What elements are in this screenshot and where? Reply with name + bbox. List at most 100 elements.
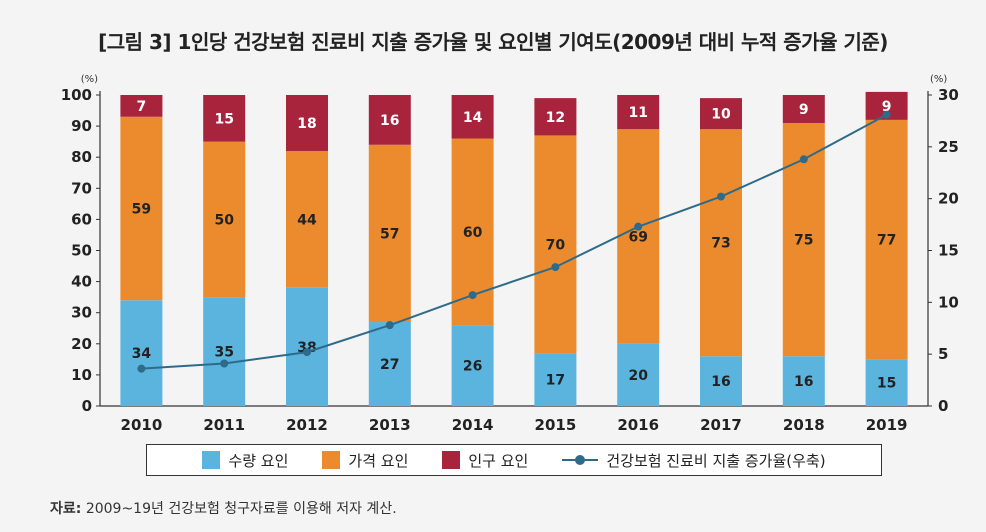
legend-label-price: 가격 요인: [348, 451, 409, 470]
right-axis-tick-label: 20: [938, 190, 959, 208]
bar-price: [865, 119, 908, 360]
line-point: [468, 291, 477, 300]
bar-value-label: 15: [877, 376, 896, 392]
bar-price: [534, 135, 577, 354]
left-axis-tick-label: 10: [71, 366, 92, 384]
legend-swatch-quantity: [202, 451, 221, 469]
line-point: [882, 110, 891, 119]
right-axis-tick-label: 5: [938, 345, 948, 363]
left-axis-tick-label: 20: [71, 335, 92, 353]
chart-title: [그림 3] 1인당 건강보험 진료비 지출 증가율 및 요인별 기여도(200…: [98, 30, 888, 54]
bar-value-label: 9: [882, 99, 892, 115]
line-point: [551, 263, 560, 272]
bar-value-label: 73: [711, 236, 730, 252]
bar-value-label: 20: [628, 368, 648, 384]
bar-price: [700, 129, 742, 357]
x-axis-tick-label: 2010: [121, 416, 163, 434]
source-label: 자료:: [50, 501, 82, 517]
bar-quantity: [120, 300, 163, 406]
left-axis-tick-label: 100: [61, 86, 92, 104]
line-point: [303, 348, 311, 357]
bar-value-label: 59: [132, 202, 151, 218]
source-note: 자료: 2009~19년 건강보험 청구자료를 이용해 저자 계산.: [50, 498, 397, 518]
legend-item-price: 가격 요인: [322, 450, 408, 471]
right-axis-tick-label: 10: [938, 293, 959, 311]
left-axis-tick-label: 90: [71, 117, 92, 135]
legend-item-quantity: 수량 요인: [202, 450, 288, 471]
bar-price: [286, 150, 328, 288]
bar-value-label: 9: [799, 102, 809, 118]
bar-value-label: 16: [794, 374, 813, 390]
bar-price: [203, 141, 246, 298]
bar-price: [368, 144, 411, 323]
bar-value-label: 7: [137, 99, 147, 115]
left-axis-tick-label: 80: [71, 148, 92, 166]
line-point: [799, 155, 808, 164]
bar-value-label: 70: [546, 237, 566, 253]
bar-value-label: 27: [380, 357, 399, 373]
bar-quantity: [368, 322, 411, 406]
bar-value-label: 26: [463, 359, 482, 375]
bar-quantity: [782, 356, 825, 406]
x-axis-tick-label: 2017: [700, 416, 742, 434]
bar-value-label: 75: [794, 233, 813, 249]
bar-quantity: [700, 356, 742, 406]
bar-quantity: [865, 359, 908, 406]
bar-value-label: 50: [214, 212, 234, 228]
bar-population: [451, 95, 494, 139]
line-point: [220, 359, 229, 368]
legend-swatch-population: [442, 451, 461, 469]
bar-value-label: 77: [877, 233, 896, 249]
bar-value-label: 57: [380, 226, 399, 242]
bar-value-label: 34: [132, 346, 152, 362]
x-axis-tick-label: 2011: [203, 416, 245, 434]
left-axis-tick-label: 50: [71, 242, 92, 260]
bar-price: [617, 129, 660, 344]
bar-population: [120, 95, 163, 117]
bar-population: [286, 95, 328, 151]
left-axis-unit: (%): [81, 74, 98, 85]
bar-quantity: [617, 343, 660, 406]
left-axis-tick-label: 70: [71, 179, 92, 197]
left-axis-tick-label: 0: [82, 397, 92, 415]
bar-value-label: 44: [297, 212, 317, 228]
chart-area: (%) (%) 0 10 20 30 40 50 60 70 80 90 100 0 5 10 15 20 25 30…: [61, 74, 959, 434]
right-axis-tick-label: 15: [938, 242, 959, 260]
bar-value-label: 17: [546, 373, 565, 389]
legend-swatch-line: [562, 451, 599, 469]
bar-population: [700, 98, 742, 130]
x-axis-tick-label: 2012: [286, 416, 328, 434]
legend-item-population: 인구 요인: [442, 450, 528, 471]
bar-quantity: [534, 353, 577, 406]
line-series-path: [141, 113, 888, 370]
x-axis-tick-label: 2019: [866, 416, 908, 434]
right-axis-unit: (%): [930, 74, 947, 85]
source-text: 2009~19년 건강보험 청구자료를 이용해 저자 계산.: [85, 501, 397, 517]
right-axis-tick-label: 30: [938, 86, 959, 104]
left-axis-tick-label: 40: [71, 273, 92, 291]
bar-value-label: 18: [297, 116, 316, 132]
bar-value-label: 60: [463, 225, 483, 241]
bar-population: [617, 95, 660, 130]
bar-price: [120, 116, 163, 301]
bar-quantity: [451, 325, 494, 406]
bar-value-label: 12: [546, 110, 565, 126]
legend-item-line: 건강보험 진료비 지출 증가율(우축): [562, 450, 826, 471]
x-axis-tick-label: 2013: [369, 416, 411, 434]
legend-label-line: 건강보험 진료비 지출 증가율(우축): [606, 451, 826, 470]
legend-label-population: 인구 요인: [468, 451, 529, 470]
bar-value-label: 11: [628, 105, 647, 121]
line-point: [137, 364, 146, 373]
legend: 수량 요인 가격 요인 인구 요인 건강보험 진료비 지출 증가율(우축): [146, 444, 882, 476]
left-axis-tick-label: 30: [71, 304, 92, 322]
x-axis-tick-label: 2016: [617, 416, 659, 434]
bar-value-label: 16: [380, 113, 399, 129]
bar-quantity: [203, 297, 246, 406]
legend-swatch-price: [322, 451, 341, 469]
right-axis-tick-label: 25: [938, 138, 959, 156]
bar-value-label: 10: [711, 107, 731, 123]
bar-value-label: 14: [463, 110, 483, 126]
bar-value-label: 15: [214, 111, 233, 127]
legend-label-quantity: 수량 요인: [228, 451, 289, 470]
line-point: [634, 222, 643, 231]
